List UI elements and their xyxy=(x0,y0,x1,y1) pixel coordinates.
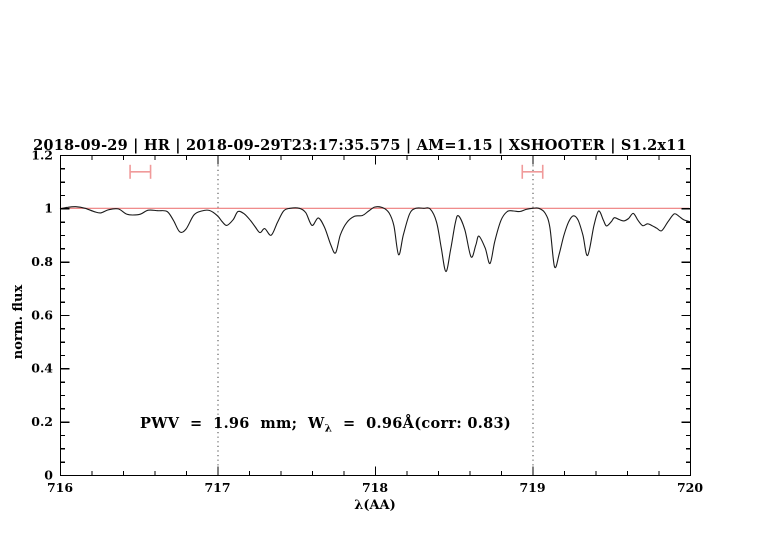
y-axis-label: norm. flux xyxy=(11,285,26,360)
y-tick-label: 1.2 xyxy=(31,147,53,162)
y-tick-label: 0.6 xyxy=(31,307,53,322)
spectrum-line xyxy=(59,206,691,273)
pwv-annotation-main: PWV = 1.96 mm; W xyxy=(140,415,325,432)
band-marker-right xyxy=(521,164,544,179)
pwv-annotation: PWV = 1.96 mm; Wλ = 0.96Å(corr: 0.83) xyxy=(140,414,511,435)
data-series-layer xyxy=(59,164,691,273)
y-tick-label: 0.8 xyxy=(31,254,53,269)
x-tick-label: 718 xyxy=(362,480,388,495)
pwv-annotation-subscript: λ xyxy=(325,423,333,435)
x-tick-label: 720 xyxy=(677,480,703,495)
axes-frame-layer: 716 717 718 719 720 0 0.2 0.4 0.6 0.8 1 1.2 xyxy=(31,147,703,495)
x-tick-label: 719 xyxy=(519,480,545,495)
x-axis-label: λ(AA) xyxy=(354,498,396,513)
pwv-annotation-tail: = 0.96Å(corr: 0.83) xyxy=(332,414,511,432)
x-tick-label: 716 xyxy=(47,480,73,495)
y-tick-label: 1 xyxy=(44,201,53,216)
plot-title: 2018-09-29 | HR | 2018-09-29T23:17:35.57… xyxy=(33,137,687,154)
x-tick-label: 717 xyxy=(204,480,230,495)
band-marker-left xyxy=(129,164,152,179)
y-tick-label: 0.4 xyxy=(31,361,53,376)
y-tick-label: 0.2 xyxy=(31,414,53,429)
y-tick-label: 0 xyxy=(44,467,53,482)
